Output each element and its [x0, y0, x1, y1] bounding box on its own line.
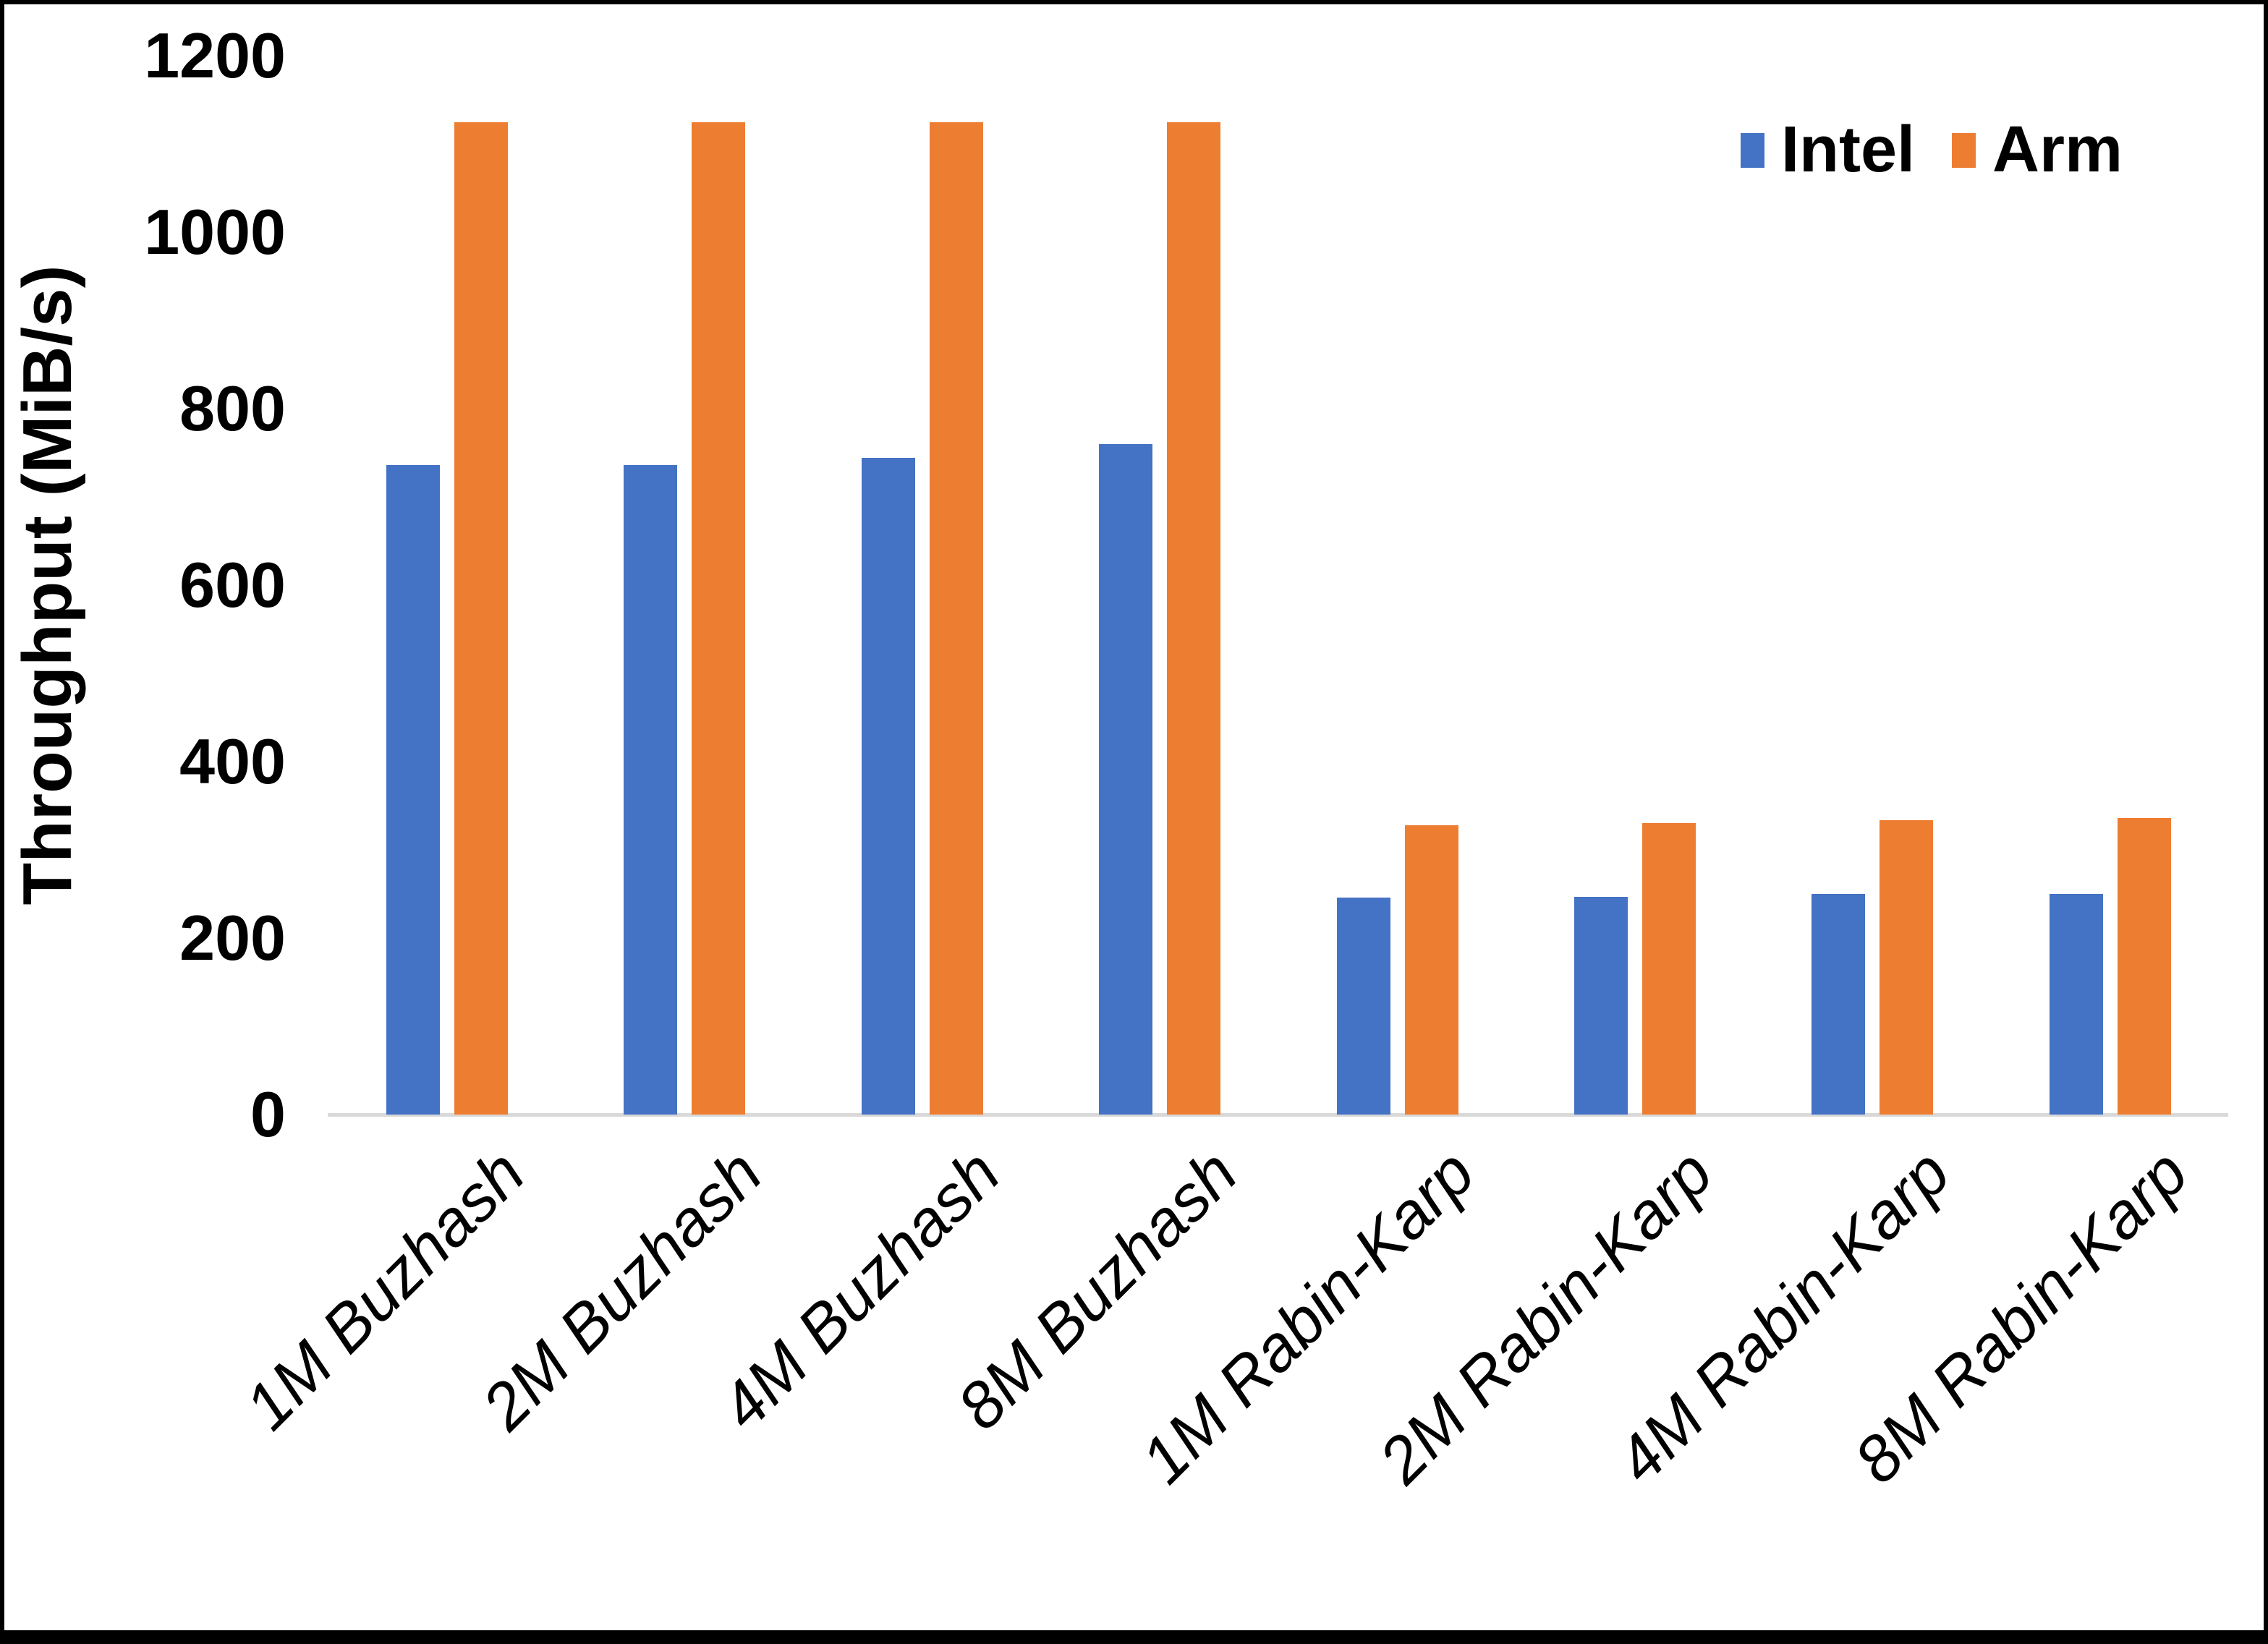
legend: Intel Arm [1741, 116, 2123, 184]
y-tick-label-1200: 1200 [144, 20, 286, 91]
bar-intel-4m-rabin-karp [1812, 894, 1866, 1115]
bar-arm-4m-buzhash [929, 122, 983, 1115]
x-axis-line [328, 1113, 2228, 1117]
y-tick-label-0: 0 [250, 1078, 286, 1150]
frame-border-top [0, 0, 2268, 4]
legend-item-intel: Intel [1741, 116, 1915, 184]
bar-arm-1m-rabin-karp [1404, 825, 1458, 1115]
bar-intel-1m-rabin-karp [1336, 897, 1390, 1115]
bar-arm-8m-rabin-karp [2117, 818, 2171, 1115]
bar-arm-8m-buzhash [1167, 122, 1221, 1115]
bar-intel-4m-buzhash [861, 458, 915, 1115]
y-tick-label-400: 400 [179, 725, 286, 797]
bar-intel-2m-buzhash [624, 465, 678, 1115]
frame-border-left [0, 0, 4, 1644]
bar-intel-2m-rabin-karp [1573, 896, 1628, 1115]
legend-label-arm: Arm [1992, 114, 2123, 186]
bar-arm-2m-rabin-karp [1641, 823, 1696, 1115]
bar-arm-4m-rabin-karp [1880, 819, 1934, 1115]
bar-arm-2m-buzhash [692, 122, 746, 1115]
bar-intel-1m-buzhash [386, 465, 440, 1115]
y-tick-label-800: 800 [179, 372, 286, 444]
y-tick-label-200: 200 [179, 902, 286, 974]
legend-item-arm: Arm [1952, 116, 2123, 184]
y-tick-label-1000: 1000 [144, 196, 286, 268]
bar-intel-8m-buzhash [1099, 443, 1153, 1115]
bar-arm-1m-buzhash [454, 122, 508, 1115]
legend-swatch-intel [1741, 132, 1764, 168]
y-tick-label-600: 600 [179, 549, 286, 621]
legend-swatch-arm [1952, 132, 1976, 168]
legend-label-intel: Intel [1781, 114, 1916, 186]
bar-intel-8m-rabin-karp [2049, 894, 2103, 1115]
frame-border-right [2264, 0, 2268, 1644]
frame-border-bottom [0, 1630, 2268, 1644]
